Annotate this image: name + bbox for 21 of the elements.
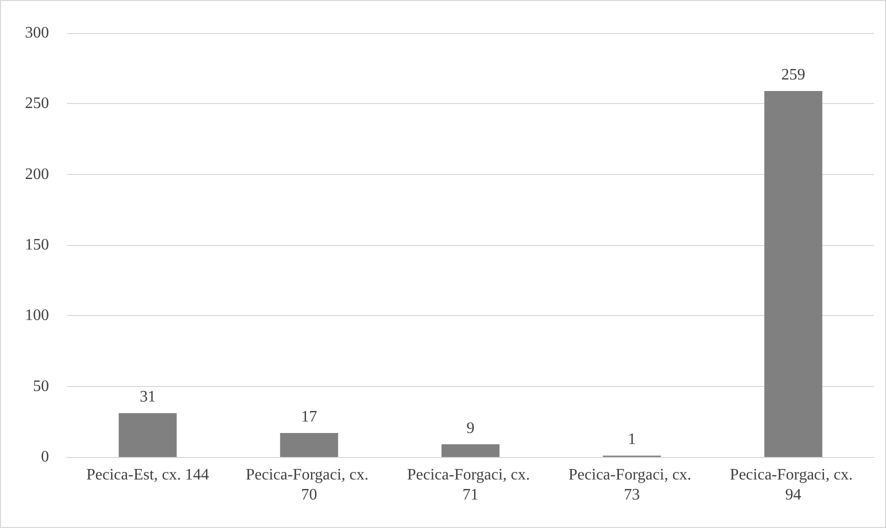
bar: [442, 444, 500, 457]
y-tick-label: 300: [25, 24, 49, 42]
data-label: 31: [140, 388, 156, 406]
x-tick-label: Pecica-Forgaci, cx. 70: [246, 466, 372, 504]
data-label: 1: [628, 431, 636, 448]
x-tick-label: Pecica-Forgaci, cx. 71: [407, 466, 534, 504]
data-label: 259: [781, 66, 806, 84]
bar: [764, 90, 822, 457]
y-tick-label: 50: [33, 378, 49, 395]
bar: [280, 432, 338, 457]
y-tick-label: 0: [41, 448, 49, 466]
y-tick-label: 200: [25, 166, 49, 183]
data-label: 17: [301, 408, 318, 426]
y-tick-label: 150: [25, 236, 49, 254]
y-tick-label: 250: [25, 95, 49, 112]
y-tick-label: 100: [25, 307, 49, 324]
x-tick-label: Pecica-Forgaci, cx. 94: [730, 466, 857, 504]
x-tick-label: Pecica-Est, cx. 144: [86, 466, 210, 484]
bar: [118, 413, 177, 457]
data-label: 9: [466, 420, 474, 437]
x-tick-label: Pecica-Forgaci, cx. 73: [568, 466, 696, 504]
